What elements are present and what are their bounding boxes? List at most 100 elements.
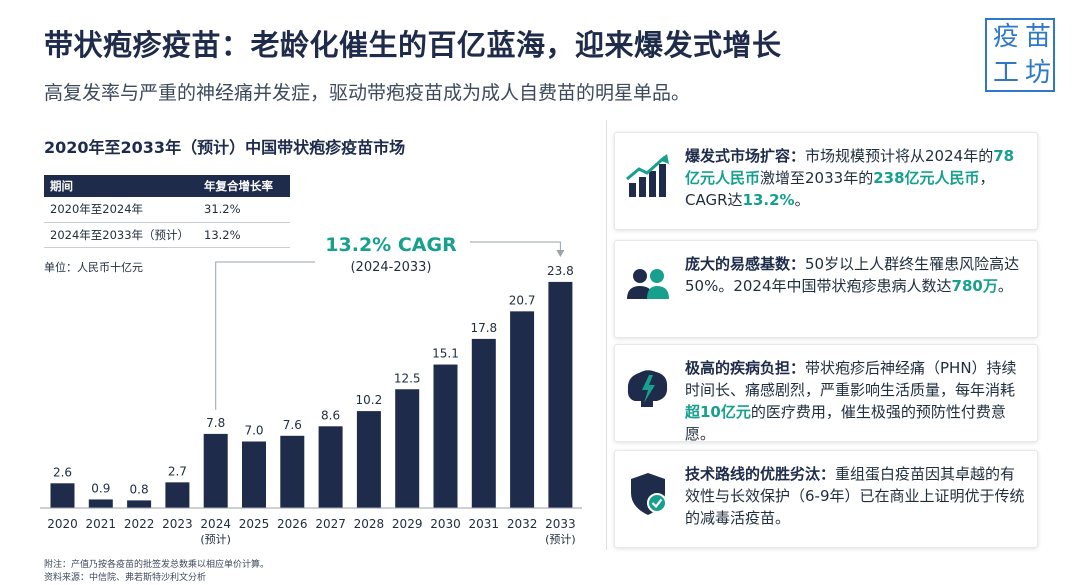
insight-card: 庞大的易感基数：50岁以上人群终生罹患风险高达50%。2024年中国带状疱疹患病… — [614, 240, 1038, 338]
card-body-text: 。 — [997, 277, 1013, 295]
x-tick-label: 2033 — [545, 517, 576, 531]
card-body-text: 市场规模预计将从2024年的 — [805, 147, 994, 165]
x-tick-sublabel: (预计) — [545, 533, 576, 546]
x-tick-sublabel: (预计) — [200, 533, 231, 546]
x-tick-label: 2030 — [430, 517, 461, 531]
cagr-annotation: 13.2% CAGR — [325, 234, 457, 256]
card-highlight: 780万 — [951, 277, 998, 295]
bar — [50, 483, 75, 508]
x-tick-label: 2020 — [47, 517, 78, 531]
x-tick-label: 2021 — [86, 517, 117, 531]
card-highlight: 13.2% — [742, 191, 795, 209]
bar — [127, 500, 152, 508]
bar — [510, 311, 535, 508]
data-label: 0.8 — [130, 482, 149, 496]
insight-card: 技术路线的优胜劣汰：重组蛋白疫苗因其卓越的有效性与长效保护（6-9年）已在商业上… — [614, 450, 1038, 548]
x-tick-label: 2027 — [315, 517, 346, 531]
annotation-leader-line — [215, 261, 315, 410]
card-heading: 爆发式市场扩容： — [685, 147, 806, 165]
data-label: 23.8 — [547, 264, 574, 278]
x-tick-label: 2031 — [469, 517, 500, 531]
card-body-text: 的医疗费用，催生极强的预防性付费意愿。 — [685, 403, 1006, 443]
table-cell-rate: 31.2% — [198, 197, 290, 223]
bar — [471, 338, 496, 508]
data-label: 17.8 — [470, 321, 497, 335]
x-tick-label: 2022 — [124, 517, 155, 531]
logo-char: 苗 — [1025, 22, 1052, 52]
divider — [606, 120, 607, 550]
card-heading: 极高的疾病负担： — [685, 359, 806, 377]
data-label: 2.6 — [53, 465, 72, 479]
data-label: 7.6 — [283, 418, 302, 432]
page-title: 带状疱疹疫苗：老龄化催生的百亿蓝海，迎来爆发式增长 — [44, 28, 782, 62]
card-heading: 技术路线的优胜劣汰： — [685, 465, 836, 483]
data-label: 2.7 — [168, 464, 187, 478]
table-cell-period: 2020年至2024年 — [44, 197, 198, 223]
data-label: 10.2 — [356, 393, 383, 407]
cagr-table: 期间 年复合增长率 2020年至2024年 31.2% 2024年至2033年（… — [44, 175, 290, 248]
table-row: 2024年至2033年（预计） 13.2% — [44, 222, 290, 248]
page-subtitle: 高复发率与严重的神经痛并发症，驱动带疱疫苗成为成人自费苗的明星单品。 — [44, 82, 691, 104]
unit-label: 单位：人民币十亿元 — [44, 261, 143, 274]
card-body-text: 带状疱疹后神经痛（PHN）持续时间长、痛感剧烈，严重影响生活质量，每年消耗 — [685, 359, 1017, 399]
table-header-row: 期间 年复合增长率 — [44, 175, 290, 197]
card-text: 技术路线的优胜劣汰：重组蛋白疫苗因其卓越的有效性与长效保护（6-9年）已在商业上… — [685, 463, 1029, 529]
bar — [548, 281, 573, 508]
table-header-cell: 年复合增长率 — [198, 175, 290, 197]
card-body-text: ，CAGR达 — [685, 169, 995, 209]
logo: 疫 苗 工 坊 — [985, 18, 1055, 92]
bar — [165, 482, 190, 508]
card-body-text: 。 — [794, 191, 810, 209]
data-label: 7.0 — [244, 424, 263, 438]
table-header-cell: 期间 — [44, 175, 198, 197]
card-body-text: 重组蛋白疫苗因其卓越的有效性与长效保护（6-9年）已在商业上证明优于传统的减毒活… — [685, 465, 1025, 527]
insight-card: 爆发式市场扩容：市场规模预计将从2024年的78亿元人民币激增至2033年的23… — [614, 132, 1038, 230]
source-note: 资料来源：中信院、弗若斯特沙利文分析 — [44, 573, 207, 583]
x-tick-label: 2026 — [277, 517, 308, 531]
chart-title: 2020年至2033年（预计）中国带状疱疹疫苗市场 — [44, 138, 406, 157]
data-label: 0.9 — [91, 481, 110, 495]
x-tick-label: 2029 — [392, 517, 423, 531]
card-text: 庞大的易感基数：50岁以上人群终生罹患风险高达50%。2024年中国带状疱疹患病… — [685, 253, 1029, 297]
card-highlight: 超10亿元 — [685, 403, 751, 421]
annotation-arrowhead — [556, 250, 565, 257]
bar-chart: 2.6 2020 0.9 2021 0.8 2022 2.7 2023 7.8 2024 (预计) 7… — [40, 234, 582, 546]
bar — [318, 426, 343, 508]
footnote: 附注：产值乃按各疫苗的批签发总数乘以相应单价计算。 — [44, 560, 270, 570]
bar — [395, 389, 420, 508]
x-tick-label: 2024 — [200, 517, 231, 531]
card-text: 爆发式市场扩容：市场规模预计将从2024年的78亿元人民币激增至2033年的23… — [685, 145, 1029, 211]
x-tick-label: 2032 — [507, 517, 538, 531]
bar — [88, 499, 113, 508]
card-highlight: 238亿元人民币 — [873, 169, 980, 187]
table-cell-period: 2024年至2033年（预计） — [44, 222, 198, 248]
bar — [242, 441, 266, 508]
data-label: 8.6 — [321, 408, 340, 422]
brain-lightning-icon — [623, 363, 673, 413]
bar — [433, 364, 458, 508]
data-label: 7.8 — [206, 416, 225, 430]
data-label: 20.7 — [509, 293, 536, 307]
data-label: 12.5 — [394, 371, 421, 385]
insight-card: 极高的疾病负担：带状疱疹后神经痛（PHN）持续时间长、痛感剧烈，严重影响生活质量… — [614, 344, 1038, 445]
card-body-text: 激增至2033年的 — [760, 169, 874, 187]
logo-char: 坊 — [1025, 58, 1052, 88]
x-tick-label: 2025 — [239, 517, 270, 531]
bar — [280, 435, 305, 508]
logo-char: 工 — [993, 58, 1020, 88]
x-tick-label: 2028 — [354, 517, 385, 531]
data-label: 15.1 — [432, 347, 459, 361]
logo-char: 疫 — [993, 22, 1020, 52]
annotation-leader-line — [470, 241, 561, 252]
table-cell-rate: 13.2% — [198, 222, 290, 248]
card-heading: 庞大的易感基数： — [685, 255, 806, 273]
table-row: 2020年至2024年 31.2% — [44, 197, 290, 223]
card-body-text: 50岁以上人群终生罹患风险高达50%。2024年中国带状疱疹患病人数达 — [685, 255, 1020, 295]
cagr-annotation-period: (2024-2033) — [350, 260, 431, 275]
card-text: 极高的疾病负担：带状疱疹后神经痛（PHN）持续时间长、痛感剧烈，严重影响生活质量… — [685, 357, 1029, 445]
bar — [356, 411, 381, 508]
bar — [203, 433, 228, 508]
x-tick-label: 2023 — [162, 517, 193, 531]
people-icon — [623, 259, 673, 309]
card-highlight: 78亿元人民币 — [685, 147, 1015, 187]
